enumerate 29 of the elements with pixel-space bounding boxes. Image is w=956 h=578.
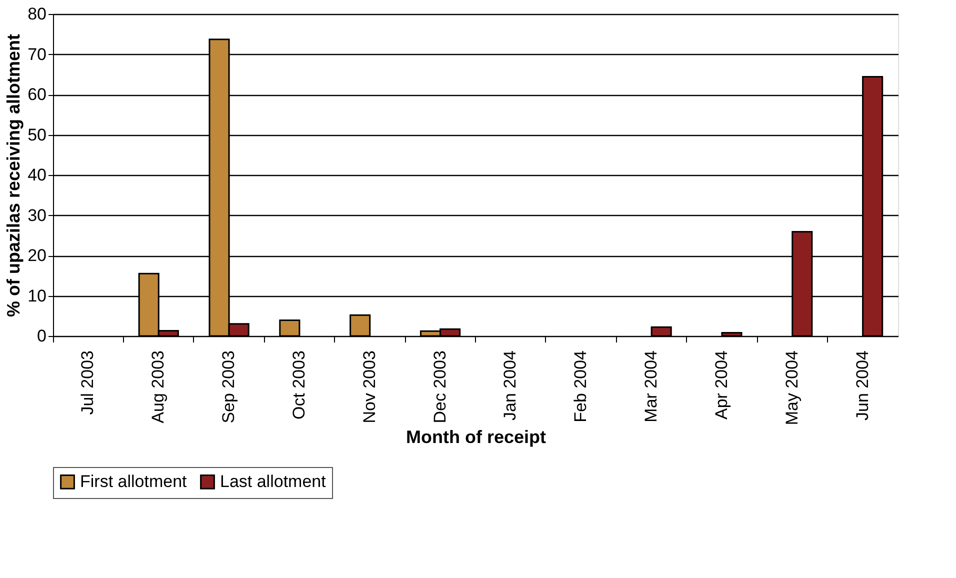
y-axis-title: % of upazilas receiving allotment [4,34,24,318]
bar [650,326,672,337]
y-tick-label: 0 [37,326,46,346]
legend-label: Last allotment [220,472,326,491]
bar [279,320,300,337]
y-tick-label: 30 [28,206,46,225]
legend-label: First allotment [80,472,188,491]
bar [350,314,371,337]
x-tick-label: Oct 2003 [289,350,308,420]
x-tick-label: Nov 2003 [360,350,379,424]
x-tick-label: Jun 2004 [852,350,872,420]
x-axis-title: Month of receipt [406,427,546,448]
x-tick-label: May 2004 [782,350,802,426]
y-tick-label: 50 [28,125,46,144]
x-tick-label: Jan 2004 [500,350,520,420]
y-tick-label: 70 [28,44,46,64]
x-tick-label: Feb 2004 [571,350,590,422]
y-tick-label: 10 [28,286,46,306]
bar [721,332,742,337]
y-tick-label: 60 [28,85,46,104]
y-tick-label: 40 [28,166,46,184]
x-tick-label: Dec 2003 [430,350,450,424]
x-tick-label: Apr 2004 [712,350,731,420]
y-tick-label: 80 [28,4,46,24]
x-tick-label: Aug 2003 [148,350,168,424]
x-tick-label: Jul 2003 [78,350,98,415]
y-tick-label: 20 [28,246,46,265]
x-tick-label: Mar 2004 [642,350,661,422]
x-tick-label: Sep 2003 [219,350,238,424]
